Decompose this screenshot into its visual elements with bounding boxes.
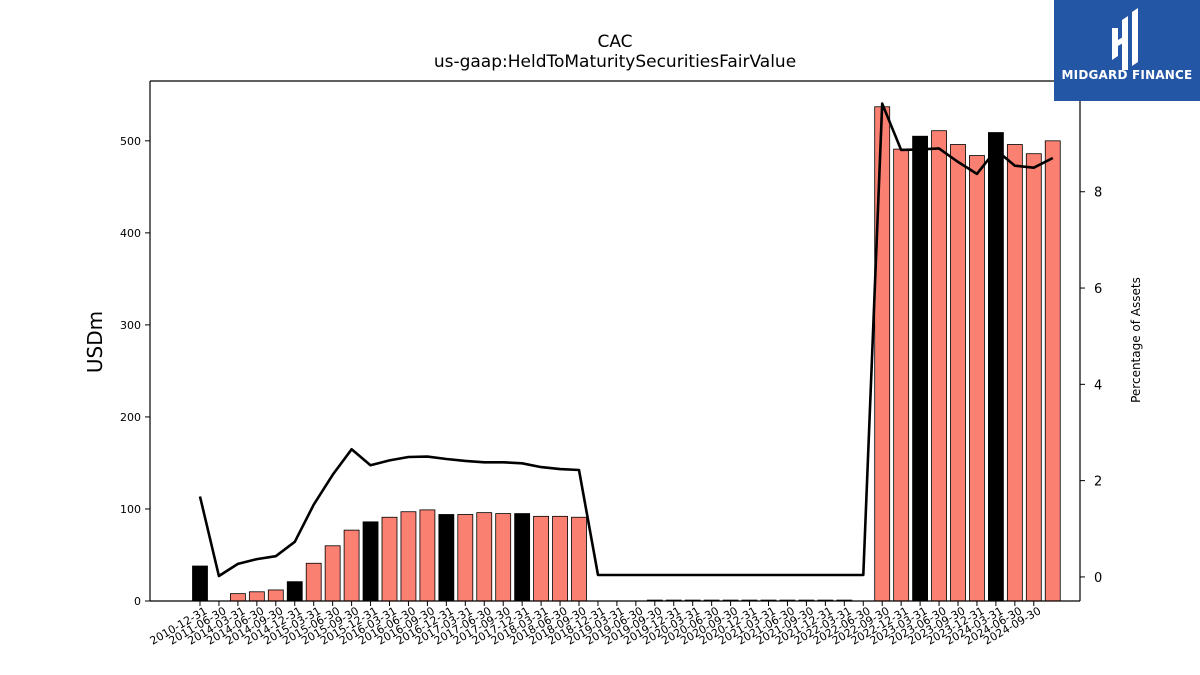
bar-13 [438, 514, 455, 602]
y-tick-label-300: 300 [120, 319, 141, 332]
y2-tick-label-8: 8 [1094, 186, 1102, 201]
bar-14 [457, 514, 474, 602]
y-axis-label-right: Percentage of Assets [1129, 277, 1143, 403]
bar-11 [400, 511, 417, 602]
y-tick-label-100: 100 [120, 503, 141, 516]
bar-3 [248, 591, 265, 602]
logo-mark-icon [1112, 8, 1138, 70]
bar-5 [286, 581, 303, 602]
bar-39 [931, 130, 947, 602]
bar-19 [552, 515, 568, 602]
brand-logo: MIDGARD FINANCE [1054, 0, 1200, 101]
bar-9 [362, 521, 379, 602]
bar-16 [495, 513, 512, 602]
bar-2 [229, 593, 246, 602]
bar-40 [950, 144, 966, 602]
bar-18 [533, 515, 549, 602]
logo-text: MIDGARD FINANCE [1061, 68, 1193, 82]
chart-title: CAC [597, 32, 633, 52]
bar-37 [893, 148, 910, 602]
y-tick-label-0: 0 [134, 595, 141, 608]
bar-43 [1006, 144, 1023, 602]
bar-4 [267, 589, 284, 602]
bar-6 [305, 562, 322, 602]
bar-12 [419, 509, 436, 602]
bar-0 [192, 565, 208, 602]
y2-tick-label-4: 4 [1094, 378, 1102, 393]
chart-subtitle: us-gaap:HeldToMaturitySecuritiesFairValu… [433, 52, 797, 72]
bar-38 [912, 135, 928, 602]
bar-15 [476, 512, 493, 602]
bar-44 [1025, 153, 1042, 602]
bar-10 [381, 516, 398, 602]
y-tick-label-500: 500 [120, 135, 141, 148]
bar-41 [969, 155, 985, 602]
y-axis-label-left: USDm [83, 310, 107, 374]
bar-17 [514, 513, 531, 602]
bar-20 [571, 516, 587, 602]
y-tick-label-200: 200 [120, 411, 141, 424]
y2-tick-label-6: 6 [1094, 282, 1102, 297]
line-series [198, 102, 1054, 578]
y2-tick-label-0: 0 [1094, 571, 1102, 586]
y2-tick-label-2: 2 [1094, 475, 1102, 490]
bar-45 [1044, 140, 1061, 602]
bar-8 [343, 529, 360, 602]
y-tick-label-400: 400 [120, 227, 141, 240]
bar-7 [324, 545, 341, 602]
bar-42 [988, 132, 1004, 602]
bar-36 [874, 106, 891, 602]
